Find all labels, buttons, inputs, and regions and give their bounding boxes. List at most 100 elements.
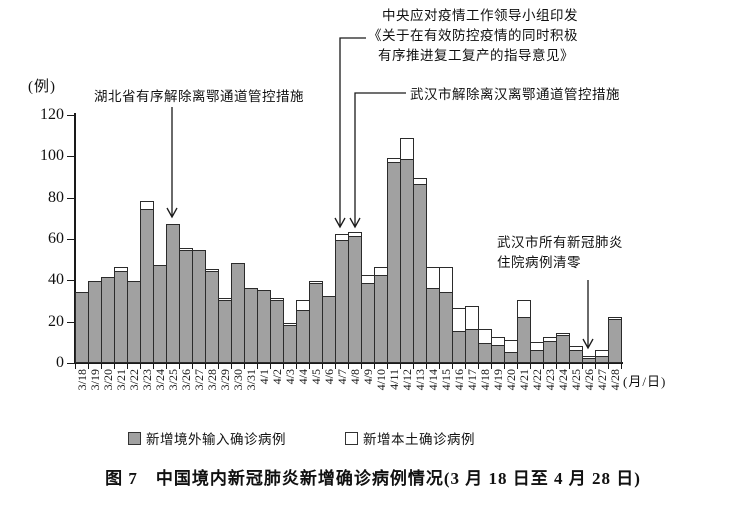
bar-local-segment [517,300,531,318]
annotation-hubei: 湖北省有序解除离鄂通道管控措施 [94,89,304,104]
x-tick-label: 4/27 [595,369,609,391]
x-tick-label: 3/21 [114,369,128,391]
x-tick-mark [88,364,89,369]
bar-imported-segment [114,271,128,363]
x-tick-mark [114,364,115,369]
x-tick-label: 4/16 [452,369,466,391]
x-tick-mark [478,364,479,369]
x-tick-mark [257,364,258,369]
bar-local-segment [543,337,557,342]
x-tick-mark [361,364,362,369]
bar-local-segment [296,300,310,311]
bar-imported-segment [608,319,622,363]
x-tick-mark [231,364,232,369]
bar-imported-segment [439,292,453,363]
y-tick-mark [67,322,74,323]
x-tick-label: 3/19 [88,369,102,391]
bar-local-segment [218,298,232,301]
bar-imported-segment [465,329,479,363]
bar-imported-segment [283,325,297,363]
bar-local-segment [504,340,518,353]
bar-local-segment [179,248,193,251]
bar-local-segment [582,356,596,359]
x-tick-label: 4/11 [387,369,401,390]
figure-caption: 图 7 中国境内新冠肺炎新增确诊病例情况(3 月 18 日至 4 月 28 日) [105,469,641,488]
y-tick-mark [67,239,74,240]
annotation-wuhan-zero-line2: 住院病例清零 [497,255,581,270]
x-tick-label: 4/9 [361,369,375,385]
legend-label-imported: 新增境外输入确诊病例 [146,432,286,447]
x-tick-mark [608,364,609,369]
bar-imported-segment [140,209,154,363]
bar-imported-segment [517,317,531,363]
x-tick-label: 4/20 [504,369,518,391]
bar-imported-segment [205,271,219,363]
bar-imported-segment [218,300,232,363]
bar-local-segment [348,232,362,237]
x-tick-label: 4/15 [439,369,453,391]
bar-local-segment [452,308,466,332]
bar-local-segment [387,158,401,163]
bar-local-segment [556,333,570,336]
y-tick-label: 60 [48,230,64,247]
bar-imported-segment [556,335,570,363]
bar-imported-segment [595,356,609,363]
legend-label-local: 新增本土确诊病例 [363,432,475,447]
y-tick-mark [67,115,74,116]
x-tick-mark [426,364,427,369]
x-tick-label: 3/18 [75,369,89,391]
x-tick-mark [270,364,271,369]
x-tick-mark [504,364,505,369]
bar-local-segment [400,138,414,160]
bar-local-segment [465,306,479,330]
x-tick-mark [439,364,440,369]
plot-area [75,115,622,363]
x-tick-label: 4/10 [374,369,388,391]
bar-local-segment [361,275,375,284]
x-tick-label: 4/3 [283,369,297,385]
x-tick-mark [244,364,245,369]
y-tick-label: 0 [56,354,64,371]
bar-local-segment [205,269,219,272]
x-tick-mark [75,364,76,369]
x-tick-mark [465,364,466,369]
legend-item-imported: 新增境外输入确诊病例 [128,428,286,448]
x-tick-mark [621,364,622,369]
y-tick-mark [67,280,74,281]
x-axis-line [74,362,623,364]
bar-local-segment [569,346,583,351]
x-tick-label: 3/20 [101,369,115,391]
bar-imported-segment [491,345,505,363]
bar-local-segment [439,267,453,293]
x-tick-label: 4/12 [400,369,414,391]
bar-local-segment [595,350,609,357]
x-tick-mark [374,364,375,369]
x-tick-mark [491,364,492,369]
bar-imported-segment [374,275,388,363]
x-tick-mark [140,364,141,369]
bar-imported-segment [192,250,206,363]
bar-imported-segment [101,277,115,363]
y-tick-label: 120 [40,106,64,123]
x-tick-mark [192,364,193,369]
bar-imported-segment [361,283,375,363]
x-tick-mark [452,364,453,369]
bar-imported-segment [75,292,89,363]
annotation-central-line3: 有序推进复工复产的指导意见》 [378,48,574,63]
bar-imported-segment [569,350,583,363]
y-tick-label: 20 [48,313,64,330]
x-tick-label: 4/24 [556,369,570,391]
x-tick-label: 4/8 [348,369,362,385]
bar-imported-segment [270,300,284,363]
x-tick-label: 3/22 [127,369,141,391]
bar-local-segment [374,267,388,276]
x-tick-mark [322,364,323,369]
x-tick-mark [348,364,349,369]
bar-imported-segment [504,352,518,363]
bar-imported-segment [478,343,492,363]
x-tick-mark [179,364,180,369]
x-tick-label: 3/25 [166,369,180,391]
y-tick-mark [67,156,74,157]
x-tick-mark [218,364,219,369]
